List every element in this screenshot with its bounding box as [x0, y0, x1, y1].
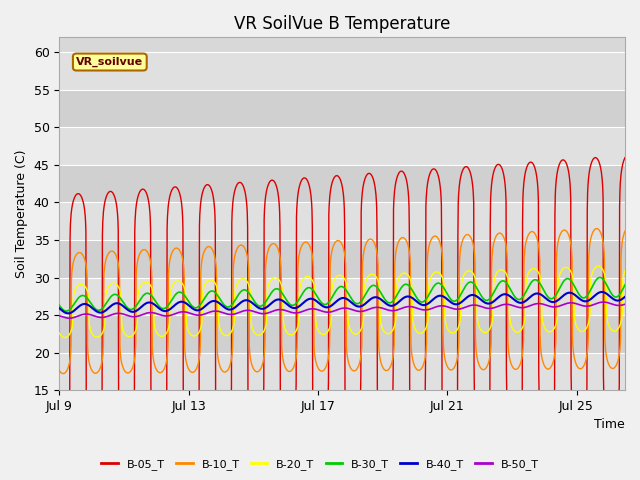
- Bar: [60, 277, 625, 315]
- Title: VR SoilVue B Temperature: VR SoilVue B Temperature: [234, 15, 451, 33]
- Bar: [60, 240, 625, 277]
- Y-axis label: Soil Temperature (C): Soil Temperature (C): [15, 149, 28, 278]
- Bar: [60, 203, 625, 240]
- Bar: [60, 52, 625, 90]
- Bar: [60, 353, 625, 390]
- X-axis label: Time: Time: [595, 419, 625, 432]
- Bar: [60, 315, 625, 353]
- Text: VR_soilvue: VR_soilvue: [76, 57, 143, 67]
- Bar: [60, 90, 625, 127]
- Legend: B-05_T, B-10_T, B-20_T, B-30_T, B-40_T, B-50_T: B-05_T, B-10_T, B-20_T, B-30_T, B-40_T, …: [97, 455, 543, 474]
- Bar: [60, 127, 625, 165]
- Bar: [60, 165, 625, 203]
